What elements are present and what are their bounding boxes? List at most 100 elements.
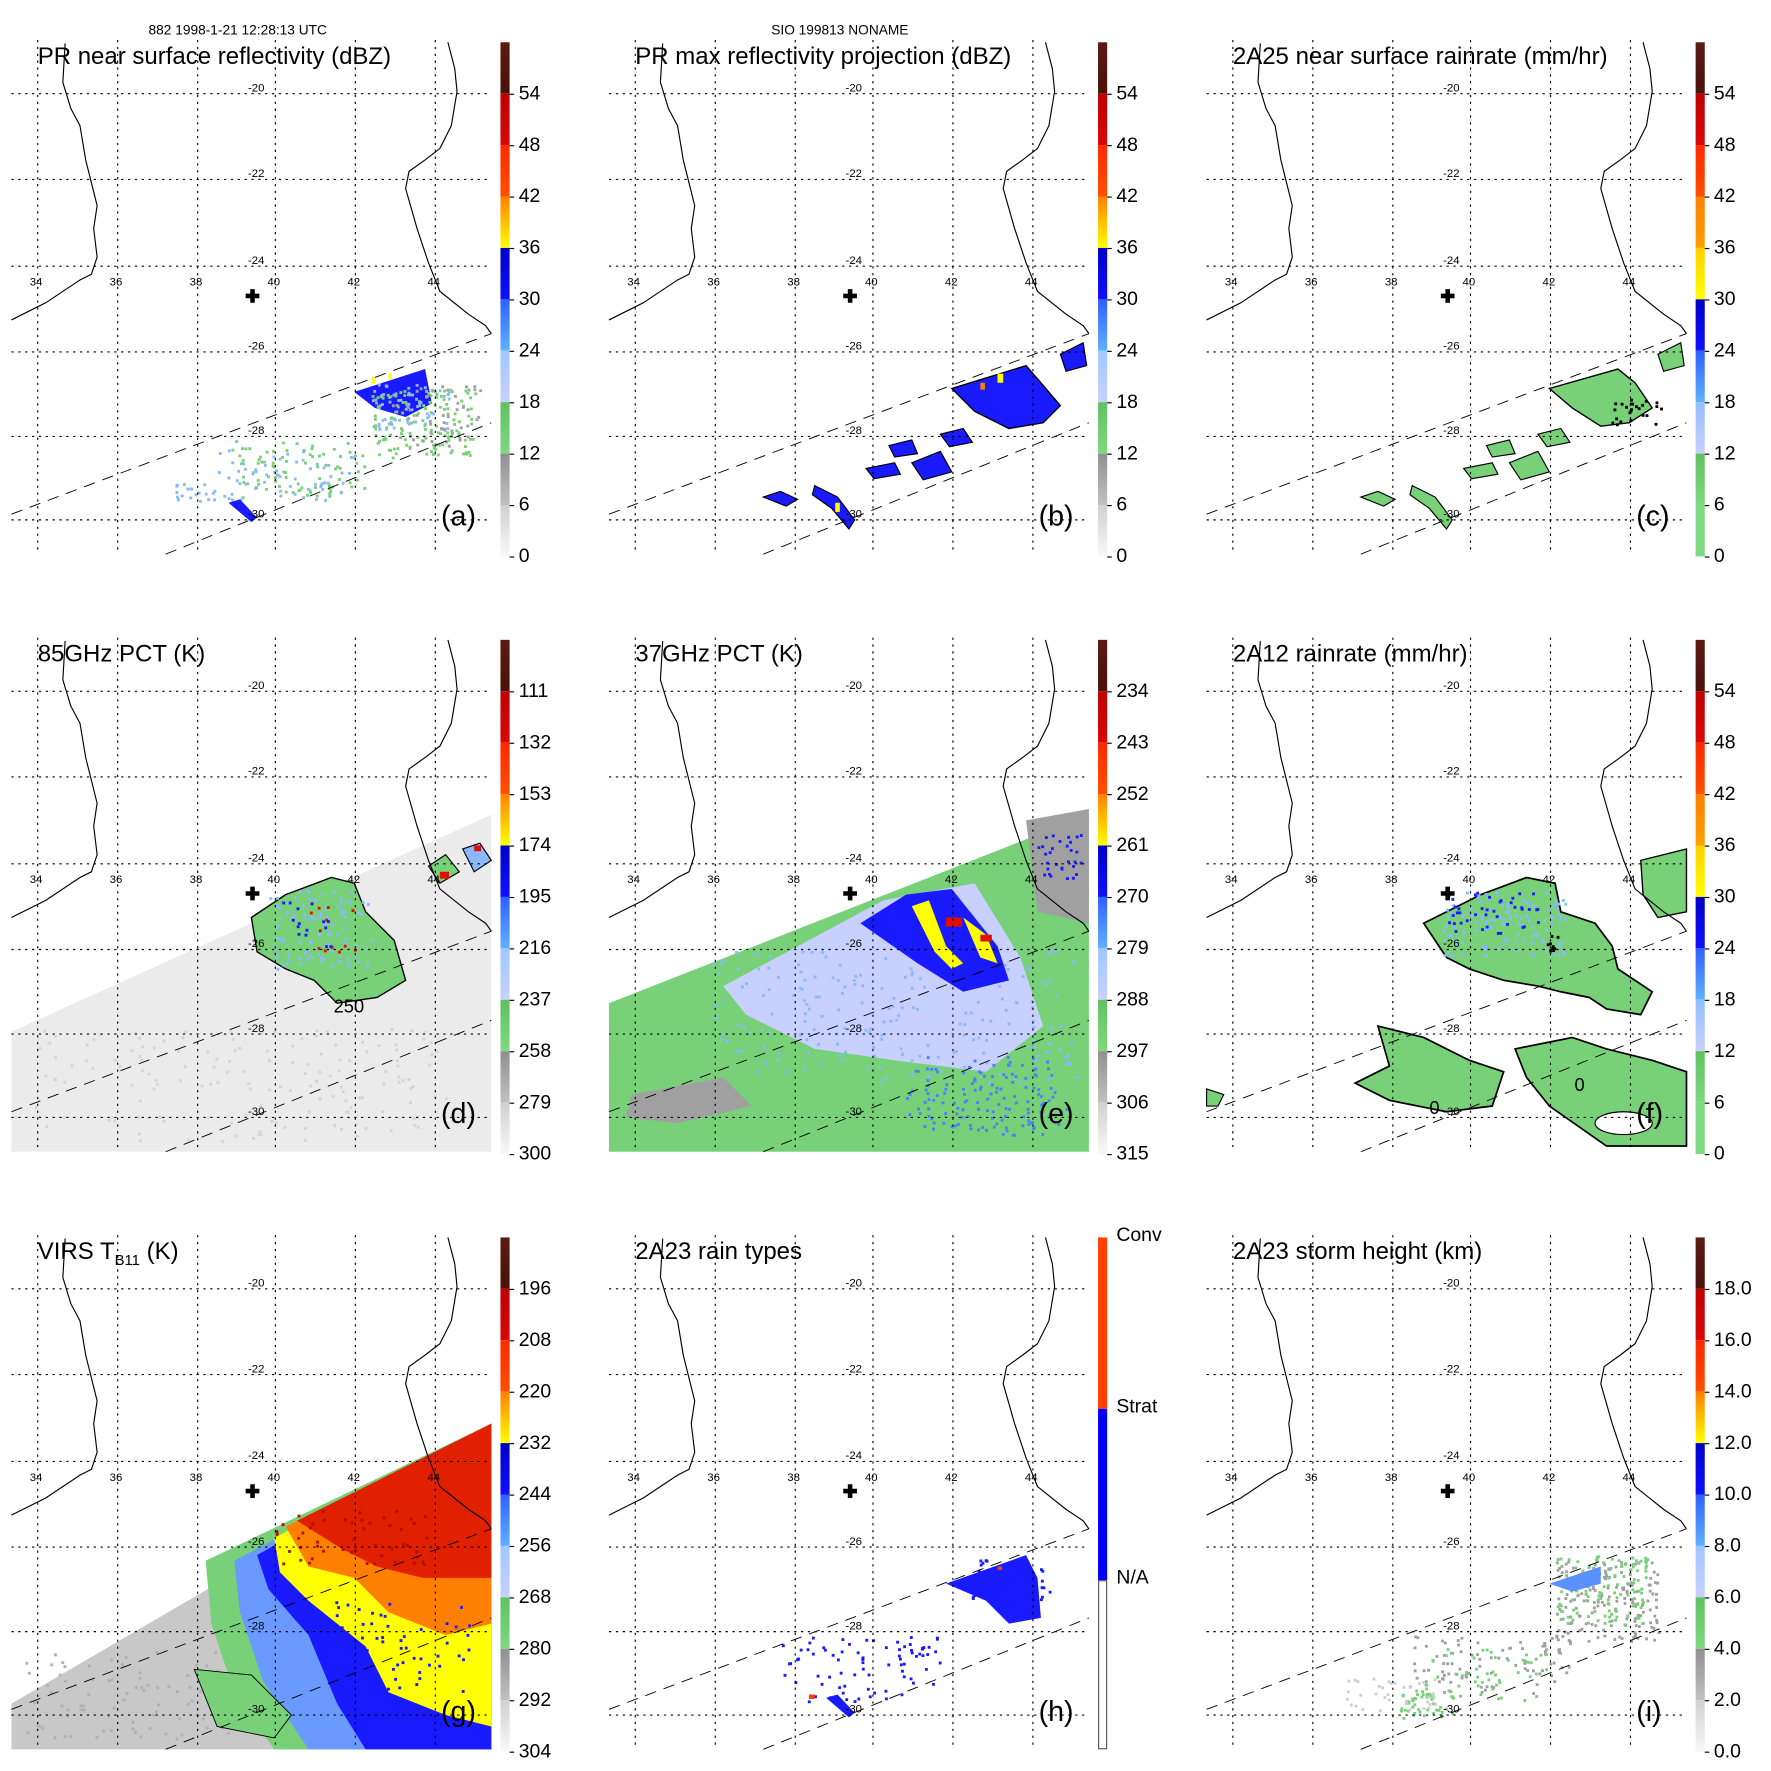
colorbar-label: 12: [518, 442, 541, 464]
colorbar-segment: [500, 1102, 510, 1155]
colorbar-label: 6: [1116, 493, 1128, 516]
pr-swath-edges: [608, 333, 1090, 555]
colorbar-tick: [509, 93, 515, 95]
colorbar-label: 261: [1116, 834, 1149, 856]
colorbar-tick: [509, 691, 515, 693]
lat-label: -28: [846, 1620, 863, 1632]
colorbar-segment: [500, 299, 510, 351]
lon-label: 34: [1225, 277, 1238, 289]
colorbar-tick: [1704, 402, 1710, 404]
lon-label: 40: [1463, 277, 1476, 289]
colorbar-label: 196: [518, 1277, 552, 1300]
colorbar-segment: [500, 350, 510, 403]
colorbar-segment: [500, 896, 510, 949]
cross-icon: [1440, 886, 1455, 901]
lat-label: -26: [1443, 1536, 1460, 1548]
lat-label: -30: [248, 509, 265, 521]
lon-label: 44: [1622, 277, 1635, 289]
lat-label: -30: [1443, 509, 1460, 521]
panel-letter: (b): [1038, 500, 1074, 533]
lon-label: 40: [865, 1472, 878, 1484]
colorbar-label: 306: [1116, 1091, 1149, 1113]
graticule: [11, 39, 492, 555]
graticule: [11, 1235, 492, 1750]
colorbar-segment: [1695, 1700, 1705, 1752]
lat-label: -20: [248, 680, 265, 692]
colorbar-label: 4.0: [1713, 1637, 1741, 1660]
colorbar-label: 0: [1713, 1142, 1725, 1165]
lat-label: -20: [1443, 1278, 1460, 1290]
colorbar-label: 244: [518, 1483, 552, 1505]
colorbar-segment: [1695, 1288, 1705, 1341]
colorbar-label: 268: [518, 1585, 552, 1608]
colorbar-tick: [509, 1443, 515, 1445]
colorbar-tick: [1704, 145, 1710, 147]
lon-label: 44: [427, 277, 440, 289]
data-field: [761, 341, 1088, 530]
colorbar-label: 111: [518, 679, 549, 702]
colorbar-label: 232: [518, 1431, 552, 1454]
colorbar-segment: [500, 742, 510, 795]
colorbar-segment: [500, 1051, 510, 1103]
colorbar-tick: [1107, 453, 1112, 455]
colorbar-tick: [1704, 1700, 1710, 1702]
colorbar-label: 42: [1713, 185, 1736, 207]
colorbar-segment: [1695, 145, 1705, 197]
colorbar-segment: [1695, 1051, 1705, 1103]
lat-label: -28: [248, 1620, 265, 1632]
colorbar-tick: [1107, 999, 1112, 1001]
colorbar-segment: [1695, 896, 1705, 949]
cross-icon: [245, 289, 260, 303]
colorbar-segment: [1695, 93, 1705, 146]
colorbar-tick: [509, 505, 515, 507]
colorbar-tick: [1704, 1391, 1710, 1393]
panel-title: 2A23 rain types: [635, 1239, 802, 1266]
colorbar-tick: [1704, 1154, 1710, 1156]
lon-label: 36: [1305, 874, 1318, 886]
colorbar-segment: [1695, 1545, 1705, 1598]
lon-label: 36: [707, 1472, 720, 1484]
colorbar: [500, 1237, 510, 1752]
colorbar-tick: [1704, 896, 1710, 899]
colorbar-tick: [1704, 999, 1710, 1001]
lon-label: 36: [707, 874, 720, 886]
map-panel-a: 34 36 38 40 42 44 -20 -22 -24 -26 -28 -30 PR near su…: [11, 39, 559, 567]
colorbar-segment: [1098, 845, 1108, 897]
colorbar-segment: [1695, 350, 1705, 403]
cross-icon: [843, 1484, 857, 1498]
colorbar-segment: [1098, 948, 1108, 1000]
map-panel-b: 34 36 38 40 42 44 -20 -22 -24 -26 -28 -30 PR max ref…: [608, 39, 1157, 567]
colorbar-label: 297: [1116, 1039, 1149, 1062]
lat-label: -24: [846, 1450, 863, 1462]
graticule: [11, 637, 492, 1152]
lat-label: -22: [248, 1363, 265, 1375]
data-field: [781, 1555, 1052, 1718]
colorbar-label: 48: [1713, 133, 1736, 156]
map-panel-e: 34 36 38 40 42 44 -20 -22 -24 -26 -28 -30 37GHz PCT …: [608, 637, 1157, 1164]
colorbar-tick: [1107, 145, 1112, 147]
lat-label: -26: [846, 1536, 863, 1548]
colorbar-label: 8.0: [1713, 1534, 1741, 1557]
colorbar-tick: [509, 1102, 515, 1104]
colorbar-tick: [1704, 247, 1710, 250]
map-plot: 34 36 38 40 42 44 -20 -22 -24 -26 -28 -30: [1206, 39, 1687, 555]
data-field: [11, 814, 493, 1152]
colorbar-label: 18: [1116, 390, 1138, 413]
colorbar-tick: [1704, 196, 1710, 198]
lat-label: -26: [1443, 341, 1460, 353]
panel-letter: (i): [1636, 1695, 1662, 1728]
colorbar-segment: [1695, 247, 1705, 300]
panel-title: 37GHz PCT (K): [635, 641, 803, 668]
colorbar-tick: [509, 794, 515, 796]
colorbar-label: 36: [1713, 834, 1736, 856]
colorbar-segment: [1695, 453, 1705, 506]
colorbar-tick: [1704, 350, 1710, 352]
lat-label: -24: [248, 1450, 265, 1462]
colorbar-label: 48: [1713, 731, 1736, 753]
lat-label: -28: [1443, 1023, 1460, 1035]
colorbar-tick: [1704, 299, 1710, 301]
colorbar-tick: [509, 196, 515, 198]
colorbar-label: 12.0: [1713, 1431, 1752, 1454]
colorbar-segment: [1098, 42, 1108, 94]
colorbar-tick: [509, 453, 515, 455]
